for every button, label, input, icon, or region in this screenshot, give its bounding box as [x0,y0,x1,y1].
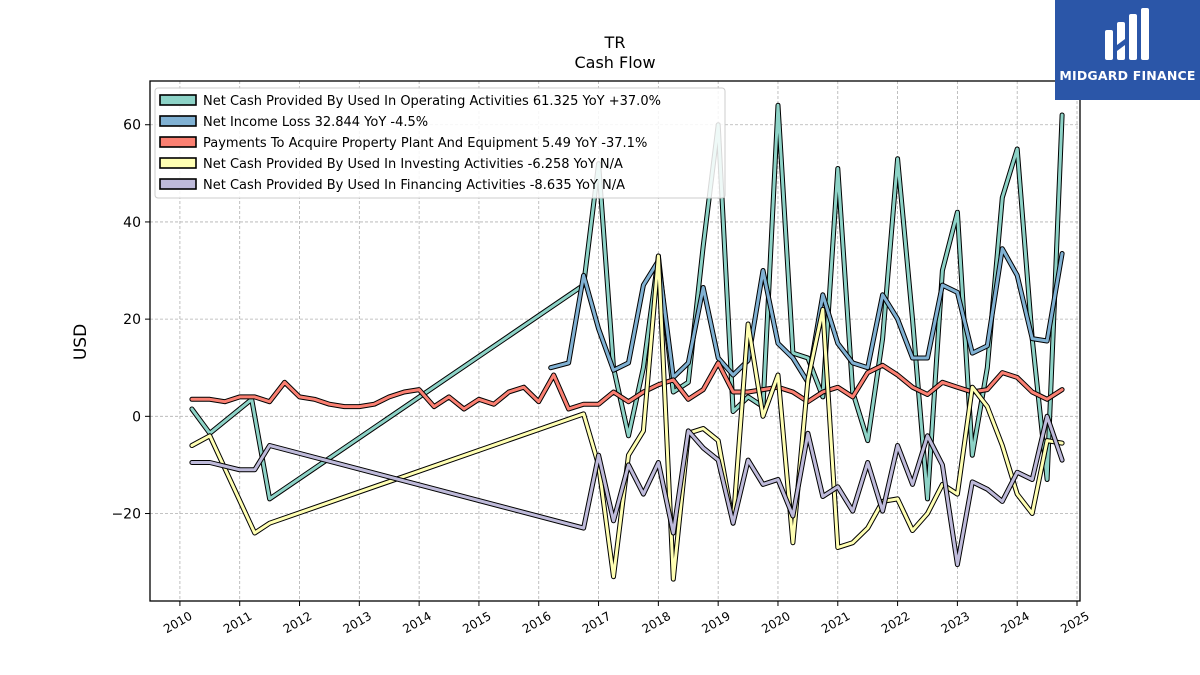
legend-item: Net Income Loss 32.844 YoY -4.5% [159,115,428,130]
plot-frame [149,80,1081,602]
x-tick-label: 2010 [161,609,194,636]
x-tick-label: 2022 [879,609,912,636]
logo-text: MIDGARD FINANCE [1059,68,1196,83]
brand-logo: MIDGARD FINANCE [1055,0,1200,100]
chart-subtitle: Cash Flow [574,53,655,72]
legend-swatch [159,115,197,127]
legend-swatch [159,157,197,169]
x-tick-label: 2018 [640,609,673,636]
x-tick-label: 2015 [460,609,493,636]
legend-swatch [159,136,197,148]
legend-label: Net Cash Provided By Used In Operating A… [203,94,661,109]
x-tick-label: 2012 [281,609,314,636]
legend-label: Net Income Loss 32.844 YoY -4.5% [203,115,428,130]
x-tick-label: 2019 [699,609,732,636]
chart-title: TR [604,33,626,52]
series-line [190,414,1064,567]
series-3 [189,360,1065,412]
y-tick-label: 40 [123,215,141,231]
legend-swatch [159,178,197,190]
y-tick-label: −20 [111,507,141,523]
x-tick-label: 2017 [580,609,613,636]
series-line [190,361,1064,411]
series-5 [189,413,1065,568]
legend-label: Net Cash Provided By Used In Investing A… [203,157,623,172]
logo-mark-icon [1105,8,1149,60]
y-tick-label: 0 [132,409,141,425]
x-tick-label: 2020 [759,609,792,636]
legend: Net Cash Provided By Used In Operating A… [154,87,726,199]
series-4 [189,253,1065,582]
x-tick-label: 2016 [520,609,553,636]
y-axis-label: USD [71,324,91,360]
series-line-outline [189,413,1065,568]
x-tick-label: 2013 [341,609,374,636]
legend-item: Payments To Acquire Property Plant And E… [159,136,647,151]
legend-swatch [159,94,197,106]
x-tick-label: 2023 [939,609,972,636]
legend-box [154,87,726,199]
legend-item: Net Cash Provided By Used In Operating A… [159,94,661,109]
x-tick-label: 2024 [998,609,1031,636]
series-line [190,254,1064,581]
legend-label: Payments To Acquire Property Plant And E… [203,136,647,151]
x-tick-label: 2014 [400,609,433,636]
legend-label: Net Cash Provided By Used In Financing A… [203,178,625,193]
y-tick-label: 60 [123,118,141,134]
x-tick-label: 2021 [819,609,852,636]
legend-item: Net Cash Provided By Used In Financing A… [159,178,625,193]
legend-item: Net Cash Provided By Used In Investing A… [159,157,623,172]
x-tick-label: 2011 [221,609,254,636]
y-tick-label: 20 [123,312,141,328]
x-tick-label: 2025 [1058,609,1091,636]
series-layer [189,102,1065,582]
